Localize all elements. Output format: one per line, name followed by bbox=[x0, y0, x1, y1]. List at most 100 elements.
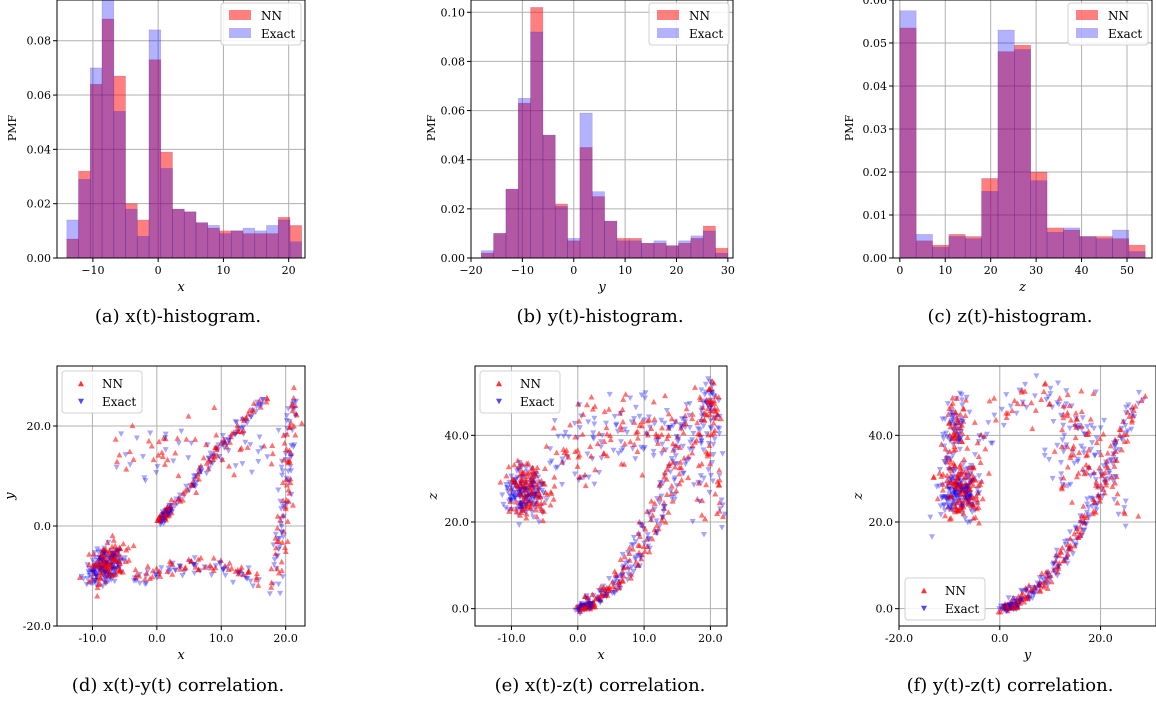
point-exact bbox=[631, 416, 638, 422]
bar-exact bbox=[1014, 49, 1031, 259]
point-nn bbox=[1083, 469, 1090, 476]
point-exact bbox=[84, 576, 91, 582]
point-nn bbox=[290, 422, 297, 429]
point-nn bbox=[283, 481, 290, 488]
point-nn bbox=[676, 444, 683, 450]
point-exact bbox=[1036, 583, 1043, 590]
point-nn bbox=[714, 411, 721, 418]
point-nn bbox=[663, 466, 670, 472]
point-nn bbox=[290, 394, 297, 401]
point-nn bbox=[633, 558, 640, 565]
x-tick-label: 20.0 bbox=[273, 632, 298, 645]
point-nn bbox=[947, 479, 954, 485]
figure-caption: (d) x(t)-y(t) correlation. bbox=[72, 675, 284, 696]
point-nn bbox=[156, 568, 163, 574]
point-nn bbox=[947, 423, 954, 430]
point-exact bbox=[209, 460, 216, 467]
bar-exact bbox=[1063, 227, 1081, 259]
point-exact bbox=[596, 470, 603, 476]
point-nn bbox=[634, 562, 641, 568]
legend-swatch-exact bbox=[1076, 28, 1098, 38]
point-exact bbox=[1054, 400, 1061, 406]
legend-marker-nn bbox=[921, 587, 927, 594]
point-nn bbox=[530, 485, 537, 492]
point-nn bbox=[197, 462, 204, 469]
legend-swatch-nn bbox=[657, 10, 679, 20]
figure-caption: (f) y(t)-z(t) correlation. bbox=[907, 675, 1114, 696]
x-tick-label: 20 bbox=[282, 264, 296, 277]
point-nn bbox=[1084, 451, 1091, 458]
point-nn bbox=[665, 410, 672, 417]
point-nn bbox=[676, 480, 683, 487]
point-exact bbox=[152, 571, 159, 577]
point-exact bbox=[525, 499, 532, 505]
point-nn bbox=[547, 501, 554, 508]
point-exact bbox=[613, 575, 620, 581]
point-nn bbox=[268, 565, 275, 572]
x-tick-label: −10 bbox=[81, 264, 104, 277]
point-exact bbox=[967, 490, 974, 497]
point-exact bbox=[650, 448, 657, 455]
point-nn bbox=[169, 571, 176, 577]
point-exact bbox=[532, 500, 539, 507]
point-nn bbox=[665, 509, 672, 515]
point-exact bbox=[597, 598, 604, 605]
bar-exact bbox=[78, 178, 91, 259]
scatter-points bbox=[76, 384, 305, 599]
point-nn bbox=[175, 495, 182, 501]
point-nn bbox=[102, 578, 109, 584]
point-exact bbox=[1044, 570, 1051, 577]
point-exact bbox=[515, 467, 522, 474]
point-exact bbox=[555, 433, 562, 440]
point-exact bbox=[991, 412, 998, 419]
point-nn bbox=[1132, 402, 1139, 409]
point-exact bbox=[88, 567, 95, 574]
x-tick-label: 10 bbox=[216, 264, 230, 277]
point-exact bbox=[175, 440, 182, 447]
point-exact bbox=[709, 382, 716, 389]
point-nn bbox=[132, 566, 139, 573]
point-nn bbox=[572, 448, 579, 455]
point-nn bbox=[176, 566, 183, 572]
y-tick-label: 0.04 bbox=[27, 143, 52, 156]
point-nn bbox=[183, 436, 190, 442]
point-nn bbox=[1025, 582, 1032, 588]
bar-exact bbox=[195, 222, 209, 259]
point-nn bbox=[530, 478, 537, 484]
point-nn bbox=[638, 418, 645, 425]
point-exact bbox=[278, 464, 285, 471]
point-exact bbox=[642, 390, 649, 396]
y-tick-label: 40.0 bbox=[869, 429, 894, 442]
point-exact bbox=[216, 453, 223, 460]
point-nn bbox=[511, 461, 518, 468]
point-exact bbox=[502, 505, 509, 511]
point-nn bbox=[1096, 435, 1103, 442]
point-nn bbox=[644, 508, 651, 515]
point-nn bbox=[959, 501, 966, 508]
point-exact bbox=[1094, 500, 1101, 507]
point-nn bbox=[284, 518, 291, 524]
point-exact bbox=[162, 431, 169, 438]
point-nn bbox=[1080, 503, 1087, 509]
point-exact bbox=[1054, 442, 1061, 449]
point-exact bbox=[271, 557, 278, 563]
bar-exact bbox=[579, 112, 593, 259]
point-nn bbox=[659, 424, 666, 431]
point-nn bbox=[960, 510, 967, 517]
point-exact bbox=[686, 446, 693, 453]
point-nn bbox=[716, 476, 723, 483]
point-exact bbox=[1140, 397, 1147, 403]
point-nn bbox=[213, 444, 220, 451]
point-nn bbox=[148, 442, 155, 449]
point-nn bbox=[109, 532, 116, 539]
point-nn bbox=[1064, 443, 1071, 450]
point-nn bbox=[966, 486, 973, 492]
point-exact bbox=[1106, 468, 1113, 475]
point-nn bbox=[279, 479, 286, 486]
x-tick-label: 0 bbox=[155, 264, 162, 277]
point-exact bbox=[102, 575, 109, 582]
point-exact bbox=[657, 479, 664, 486]
point-nn bbox=[290, 384, 297, 390]
point-nn bbox=[1092, 482, 1099, 488]
point-exact bbox=[1120, 419, 1127, 425]
